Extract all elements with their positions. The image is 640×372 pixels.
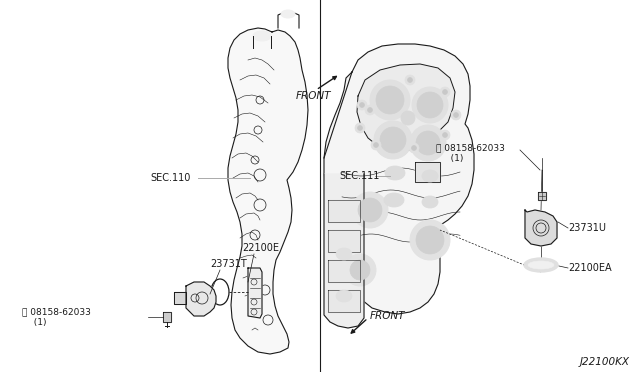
- Text: (1): (1): [28, 318, 47, 327]
- Circle shape: [358, 125, 362, 131]
- Circle shape: [358, 198, 382, 222]
- Circle shape: [440, 87, 450, 97]
- Polygon shape: [228, 28, 308, 354]
- Polygon shape: [328, 260, 360, 282]
- Polygon shape: [324, 174, 364, 328]
- Text: J22100KX: J22100KX: [580, 357, 630, 367]
- Circle shape: [344, 254, 376, 286]
- Ellipse shape: [253, 31, 271, 41]
- Circle shape: [410, 220, 450, 260]
- Text: FRONT: FRONT: [296, 91, 332, 101]
- Polygon shape: [415, 162, 440, 182]
- Circle shape: [376, 86, 404, 114]
- Circle shape: [416, 131, 440, 155]
- Circle shape: [454, 112, 458, 118]
- Polygon shape: [163, 312, 171, 322]
- Circle shape: [380, 127, 406, 153]
- Circle shape: [365, 105, 375, 115]
- Polygon shape: [324, 44, 474, 314]
- Circle shape: [442, 132, 447, 138]
- Circle shape: [410, 125, 446, 161]
- Text: (1): (1): [442, 154, 463, 163]
- Text: 22100E: 22100E: [242, 243, 279, 253]
- Circle shape: [357, 100, 367, 110]
- Ellipse shape: [336, 290, 352, 302]
- Text: Ⓑ 08158-62033: Ⓑ 08158-62033: [436, 144, 505, 153]
- Text: FRONT: FRONT: [370, 311, 406, 321]
- Ellipse shape: [422, 196, 438, 208]
- Circle shape: [370, 80, 410, 120]
- Circle shape: [360, 103, 365, 108]
- Polygon shape: [538, 192, 546, 200]
- Circle shape: [350, 260, 370, 280]
- Circle shape: [367, 108, 372, 112]
- Circle shape: [408, 77, 413, 83]
- Circle shape: [412, 145, 417, 151]
- Ellipse shape: [524, 258, 558, 272]
- Text: 22100EA: 22100EA: [568, 263, 612, 273]
- Circle shape: [416, 226, 444, 254]
- Circle shape: [405, 75, 415, 85]
- Ellipse shape: [385, 166, 405, 180]
- Circle shape: [442, 90, 447, 94]
- Polygon shape: [328, 230, 360, 252]
- Polygon shape: [328, 290, 360, 312]
- Circle shape: [440, 130, 450, 140]
- Circle shape: [355, 123, 365, 133]
- Ellipse shape: [528, 261, 554, 269]
- Polygon shape: [525, 210, 557, 246]
- Circle shape: [352, 192, 388, 228]
- Polygon shape: [357, 64, 455, 150]
- Text: Ⓑ 08158-62033: Ⓑ 08158-62033: [22, 308, 91, 317]
- Circle shape: [409, 143, 419, 153]
- Ellipse shape: [422, 170, 438, 182]
- Polygon shape: [328, 200, 360, 222]
- Circle shape: [417, 92, 443, 118]
- Text: SEC.110: SEC.110: [150, 173, 190, 183]
- Polygon shape: [186, 282, 216, 316]
- Circle shape: [451, 110, 461, 120]
- Ellipse shape: [281, 10, 295, 18]
- Ellipse shape: [384, 193, 404, 207]
- Circle shape: [371, 140, 381, 150]
- Circle shape: [412, 87, 448, 123]
- Ellipse shape: [336, 248, 352, 260]
- Circle shape: [374, 121, 412, 159]
- Circle shape: [401, 111, 415, 125]
- Text: 23731T: 23731T: [210, 259, 247, 269]
- Polygon shape: [174, 292, 186, 304]
- Polygon shape: [248, 268, 262, 318]
- Text: 23731U: 23731U: [568, 223, 606, 233]
- Circle shape: [374, 142, 378, 148]
- Text: SEC.111: SEC.111: [339, 171, 380, 181]
